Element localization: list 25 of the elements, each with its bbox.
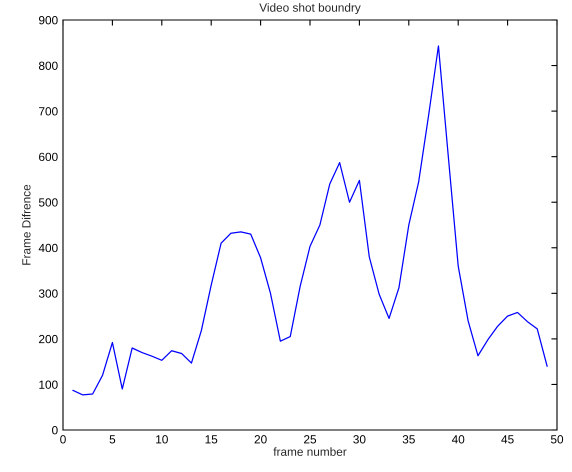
x-tick-label: 5 (110, 435, 116, 444)
y-tick-label: 700 (39, 107, 58, 116)
x-tick-label: 25 (304, 435, 316, 444)
x-tick-label: 35 (402, 435, 415, 444)
y-tick-label: 300 (38, 289, 58, 298)
y-tick-label: 600 (39, 152, 58, 162)
y-tick-label: 0 (52, 426, 58, 434)
y-tick-label: 800 (38, 62, 58, 70)
chart-title: Video shot boundry (259, 3, 361, 14)
x-tick-label: 20 (254, 435, 267, 444)
x-tick-label: 0 (60, 435, 66, 444)
x-tick-label: 10 (156, 435, 168, 444)
x-tick-label: 45 (501, 435, 514, 444)
x-tick-label: 50 (550, 435, 564, 444)
x-axis-title: frame number (273, 447, 347, 456)
x-tick-label: 40 (452, 435, 464, 444)
line-series (72, 45, 548, 396)
y-tick-label: 900 (38, 16, 58, 24)
y-tick-label: 200 (39, 334, 58, 344)
y-tick-label: 500 (38, 198, 58, 207)
y-tick-label: 400 (38, 244, 58, 252)
x-tick-label: 30 (353, 435, 366, 444)
x-tick-label: 15 (206, 435, 218, 444)
y-tick-label: 100 (39, 380, 58, 389)
y-axis-title: Frame Difrence (22, 184, 31, 265)
